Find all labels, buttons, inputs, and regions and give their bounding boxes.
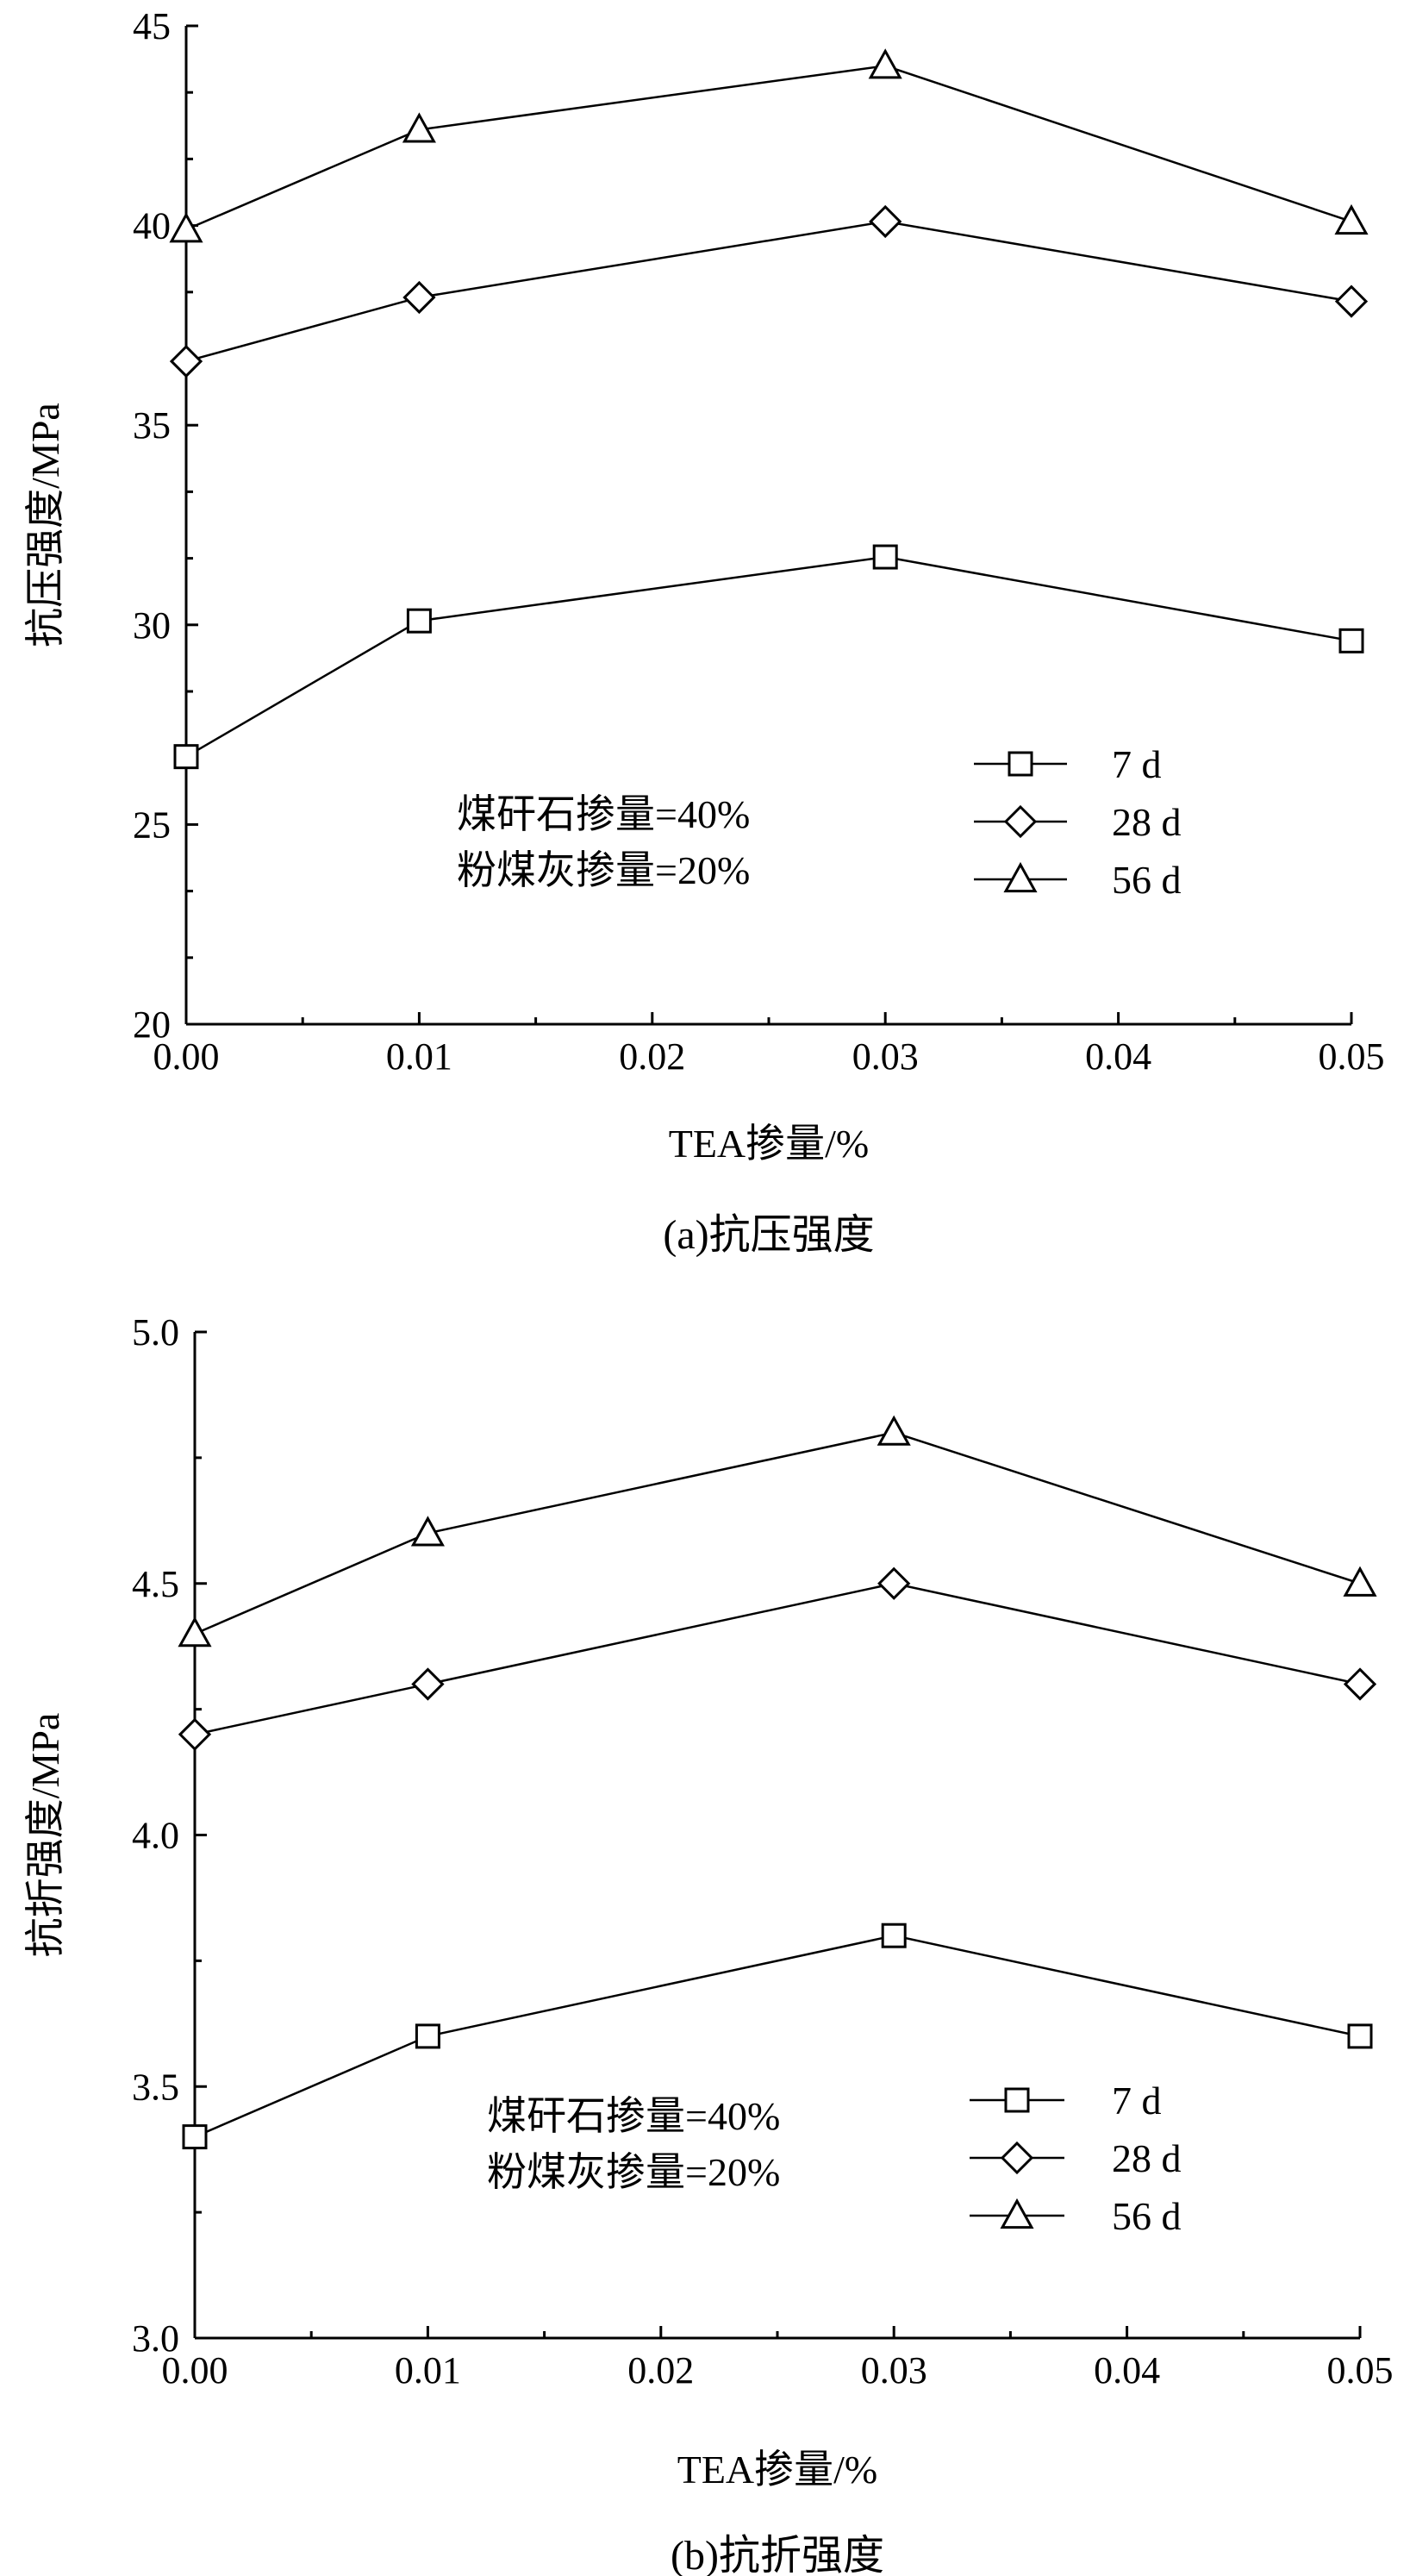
y-tick-label: 35 <box>133 404 171 447</box>
annotation-text: 粉煤灰掺量=20% <box>457 848 750 892</box>
y-tick-label: 20 <box>133 1004 171 1046</box>
data-point <box>173 744 199 770</box>
legend-label: 28 d <box>1112 800 1182 844</box>
y-axis-title: 抗压强度/MPa <box>23 403 67 647</box>
series-28d <box>169 204 1369 378</box>
data-point <box>406 608 432 634</box>
y-tick-label: 4.5 <box>132 1563 179 1605</box>
x-tick-label: 0.04 <box>1085 1035 1151 1078</box>
annotation-text: 粉煤灰掺量=20% <box>487 2150 780 2194</box>
legend-marker <box>1000 2198 1034 2229</box>
x-tick-label: 0.04 <box>1094 2349 1160 2392</box>
data-point <box>402 280 436 315</box>
x-axis-title: TEA掺量/% <box>677 2448 878 2492</box>
legend-label: 28 d <box>1112 2136 1182 2180</box>
panel-caption: (b)抗折强度 <box>671 2533 884 2576</box>
data-point <box>410 1516 445 1547</box>
data-point <box>411 1667 445 1701</box>
data-point <box>402 112 436 143</box>
legend-label: 56 d <box>1112 2194 1182 2238</box>
legend-label: 56 d <box>1112 858 1182 902</box>
data-point <box>877 1566 911 1600</box>
data-point <box>869 204 902 239</box>
data-point <box>1347 2023 1373 2049</box>
y-tick-label: 3.5 <box>132 2066 179 2108</box>
x-tick-label: 0.02 <box>619 1035 685 1078</box>
data-point <box>182 2124 208 2150</box>
x-tick-label: 0.05 <box>1327 2349 1394 2392</box>
series-line <box>194 1431 1361 1635</box>
data-point <box>1343 1667 1377 1701</box>
legend-label: 7 d <box>1112 742 1162 786</box>
x-tick-label: 0.05 <box>1319 1035 1385 1078</box>
series-7d <box>182 1923 1373 2150</box>
x-tick-label: 0.01 <box>395 2349 461 2392</box>
data-point <box>1338 628 1364 653</box>
data-point <box>169 212 203 243</box>
chart-panel-a: 0.00 0.01 0.02 0.03 0.04 0.05 20 25 30 35 40 45 TEA掺… <box>23 5 1385 1258</box>
series-line <box>185 555 1352 758</box>
data-point <box>1334 284 1369 318</box>
panel-caption: (a)抗压强度 <box>663 1212 874 1258</box>
y-tick-label: 3.0 <box>132 2317 179 2360</box>
series-7d <box>173 544 1364 770</box>
x-axis-title: TEA掺量/% <box>669 1122 870 1166</box>
legend-marker <box>1003 804 1038 839</box>
series-56d <box>169 48 1369 243</box>
x-tick-label: 0.00 <box>153 1035 220 1078</box>
legend-marker <box>1004 2087 1030 2113</box>
legend-marker <box>1008 751 1033 777</box>
series-line <box>194 1582 1361 1736</box>
series-line <box>185 65 1352 231</box>
y-tick-label: 5.0 <box>132 1311 179 1354</box>
legend-label: 7 d <box>1112 2079 1162 2123</box>
data-point <box>178 1616 212 1648</box>
annotation-text: 煤矸石掺量=40% <box>457 792 750 836</box>
annotation-text: 煤矸石掺量=40% <box>487 2094 780 2138</box>
y-tick-label: 40 <box>133 205 171 247</box>
y-tick-label: 4.0 <box>132 1815 179 1857</box>
x-tick-label: 0.03 <box>852 1035 919 1078</box>
series-56d <box>178 1415 1377 1648</box>
data-point <box>178 1717 212 1751</box>
legend-marker <box>1000 2141 1034 2175</box>
x-tick-label: 0.00 <box>162 2349 228 2392</box>
y-tick-label: 30 <box>133 604 171 647</box>
data-point <box>1334 203 1369 235</box>
chart-panel-b: 0.00 0.01 0.02 0.03 0.04 0.05 3.0 3.5 4.0 4.5 5.0 T… <box>23 1311 1394 2576</box>
x-tick-label: 0.03 <box>861 2349 927 2392</box>
y-tick-label: 45 <box>133 5 171 47</box>
y-tick-label: 25 <box>133 803 171 846</box>
y-axis-title: 抗折强度/MPa <box>23 1713 67 1958</box>
data-point <box>872 544 898 570</box>
data-point <box>415 2023 440 2049</box>
series-28d <box>178 1566 1377 1751</box>
series-line <box>194 1934 1361 2138</box>
x-tick-label: 0.02 <box>627 2349 694 2392</box>
data-point <box>1343 1566 1377 1597</box>
x-tick-label: 0.01 <box>386 1035 452 1078</box>
series-line <box>185 220 1352 363</box>
data-point <box>877 1415 911 1446</box>
data-point <box>868 48 902 79</box>
data-point <box>169 344 203 378</box>
data-point <box>881 1923 907 1948</box>
legend-marker <box>1003 861 1038 893</box>
